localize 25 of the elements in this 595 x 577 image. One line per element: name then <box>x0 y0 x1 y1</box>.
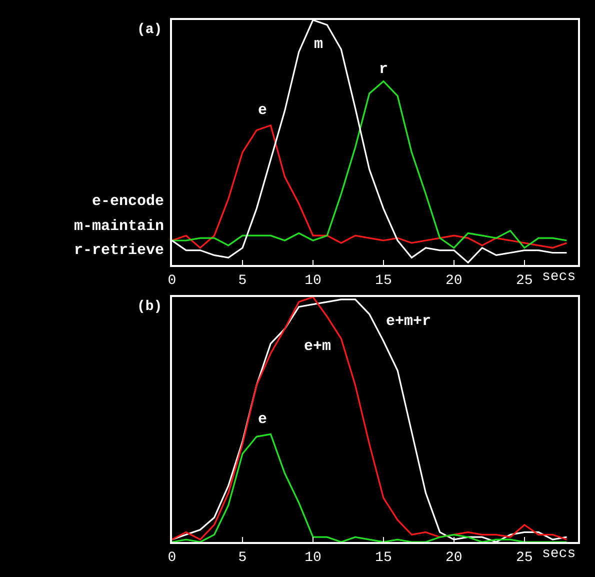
chart-title: (b) <box>137 299 162 315</box>
x-tick-label: 15 <box>375 272 392 289</box>
text: e-encode <box>92 193 164 210</box>
text: m-maintain <box>74 218 164 235</box>
x-tick-label: 15 <box>375 550 392 566</box>
x-tick-label: 10 <box>304 550 322 566</box>
x-tick-label: 25 <box>516 550 533 566</box>
x-axis-title: secs <box>542 269 576 285</box>
annotation: e <box>258 411 268 428</box>
annotation: e+m+r <box>386 313 432 330</box>
x-axis-title: secs <box>542 546 576 562</box>
x-tick-label: 20 <box>446 550 462 566</box>
text: r-retrieve <box>74 242 164 259</box>
annotation: e+m <box>304 338 332 355</box>
annotation: r <box>379 61 388 78</box>
chart-title: (a) <box>137 22 162 38</box>
x-tick-label: 10 <box>304 272 322 289</box>
x-tick-label: 5 <box>238 550 247 566</box>
x-tick-label: 25 <box>516 272 533 289</box>
x-tick-label: 0 <box>168 272 176 289</box>
x-tick-label: 20 <box>446 272 462 289</box>
annotation: m <box>314 36 324 53</box>
annotation: e <box>258 102 268 119</box>
x-tick-label: 5 <box>238 272 247 289</box>
x-tick-label: 0 <box>168 550 176 566</box>
